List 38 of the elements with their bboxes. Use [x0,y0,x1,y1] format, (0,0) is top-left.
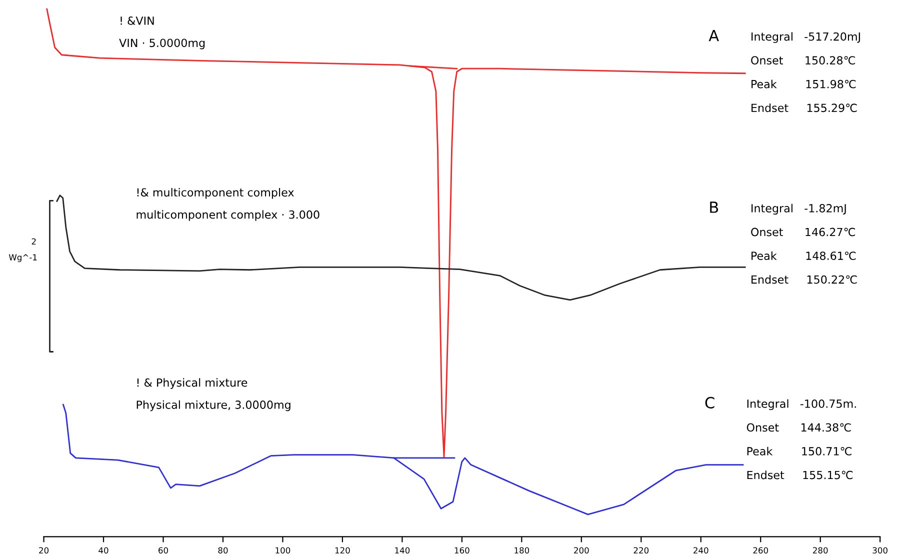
annotation: Endset 155.15℃ [747,470,853,480]
x-tick-label: 220 [634,547,649,554]
text: 2 [32,238,36,245]
x-tick-label: 120 [335,547,350,554]
annotation: C [705,396,714,408]
annotation: A [708,30,719,42]
x-tick-label: 180 [514,547,530,554]
annotation: Peak 148.61℃ [752,251,856,260]
x-tick-label: 200 [574,547,589,554]
x-tick-label: 240 [694,547,708,554]
annotation: Onset 144.38℃ [746,423,851,432]
annotation: multicomponent complex · 3.000 [136,210,320,221]
x-tick-label: 300 [872,547,888,554]
x-tick-label: 140 [395,547,410,554]
annotation: Peak 150.71℃ [747,446,852,456]
annotation: ! & Physical mixture [137,378,248,389]
annotation: !& multicomponent complex [137,188,294,199]
x-tick-label: 20 [39,547,49,554]
annotation: Peak 151.98℃ [752,80,856,88]
x-tick-label: 260 [753,547,768,554]
annotation: Integral -517.20mJ [752,32,860,43]
annotation: B [710,202,718,213]
x-tick-label: 100 [276,547,290,554]
annotation: VIN · 5.0000mg [119,38,205,50]
x-tick-label: 280 [813,547,828,554]
annotation: Integral -1.82mJ [752,204,846,215]
annotation: Integral -100.75m. [747,399,856,410]
annotation: Physical mixture, 3.0000mg [136,400,290,412]
x-tick-label: 40 [98,547,108,554]
text: Wg^-1 [8,254,37,262]
annotation: ! &VIN [120,16,154,25]
annotation: Onset 146.27℃ [751,228,855,236]
annotation: Endset 150.22℃ [752,275,857,284]
annotation: Onset 150.28℃ [751,56,855,65]
annotation: Endset 155.29℃ [752,103,857,112]
x-tick-label: 80 [218,547,228,554]
x-tick-label: 60 [158,547,168,554]
x-tick-label: 160 [454,547,470,554]
